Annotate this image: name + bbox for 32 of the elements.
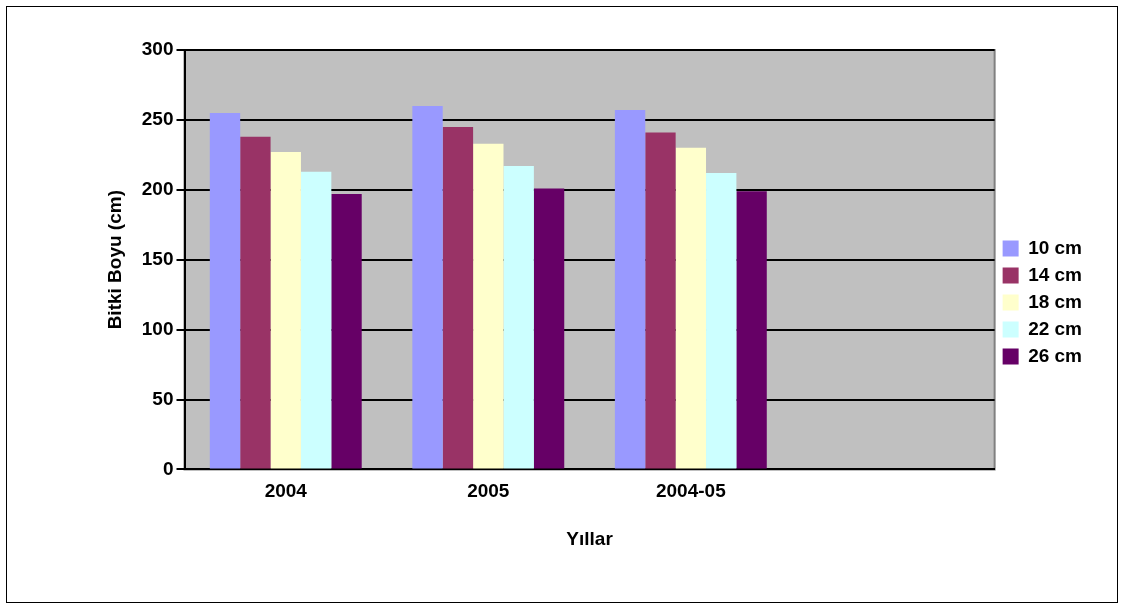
y-axis-title: Bitki Boyu (cm) bbox=[103, 190, 125, 330]
x-axis-title: Yıllar bbox=[566, 527, 614, 549]
bar bbox=[240, 136, 271, 469]
y-tick-label: 250 bbox=[141, 108, 174, 130]
y-tick-label: 300 bbox=[141, 38, 174, 60]
bar bbox=[300, 171, 332, 469]
bar bbox=[675, 147, 707, 469]
bar bbox=[270, 152, 301, 469]
x-tick-label: 2004-05 bbox=[655, 480, 727, 502]
legend-label: 10 cm bbox=[1028, 236, 1082, 258]
bar bbox=[331, 193, 362, 469]
x-tick-label: 2005 bbox=[467, 480, 510, 502]
y-tick-label: 100 bbox=[141, 317, 174, 339]
legend-label: 18 cm bbox=[1028, 290, 1082, 312]
bar bbox=[736, 191, 767, 469]
bar bbox=[473, 143, 504, 469]
bar bbox=[706, 173, 737, 469]
y-tick-label: 50 bbox=[152, 387, 174, 409]
bar bbox=[209, 112, 241, 469]
legend-label: 14 cm bbox=[1028, 263, 1082, 285]
bar bbox=[533, 188, 565, 469]
x-tick-label: 2004 bbox=[264, 480, 308, 502]
y-tick-label: 150 bbox=[141, 247, 174, 269]
bar bbox=[503, 166, 534, 469]
y-tick-label: 0 bbox=[162, 457, 174, 479]
legend-label: 22 cm bbox=[1028, 317, 1082, 339]
y-tick-label: 200 bbox=[141, 178, 174, 200]
bar bbox=[614, 110, 646, 469]
bar bbox=[442, 126, 474, 469]
bar bbox=[645, 132, 676, 469]
legend-label: 26 cm bbox=[1028, 344, 1082, 366]
bar bbox=[412, 105, 443, 469]
